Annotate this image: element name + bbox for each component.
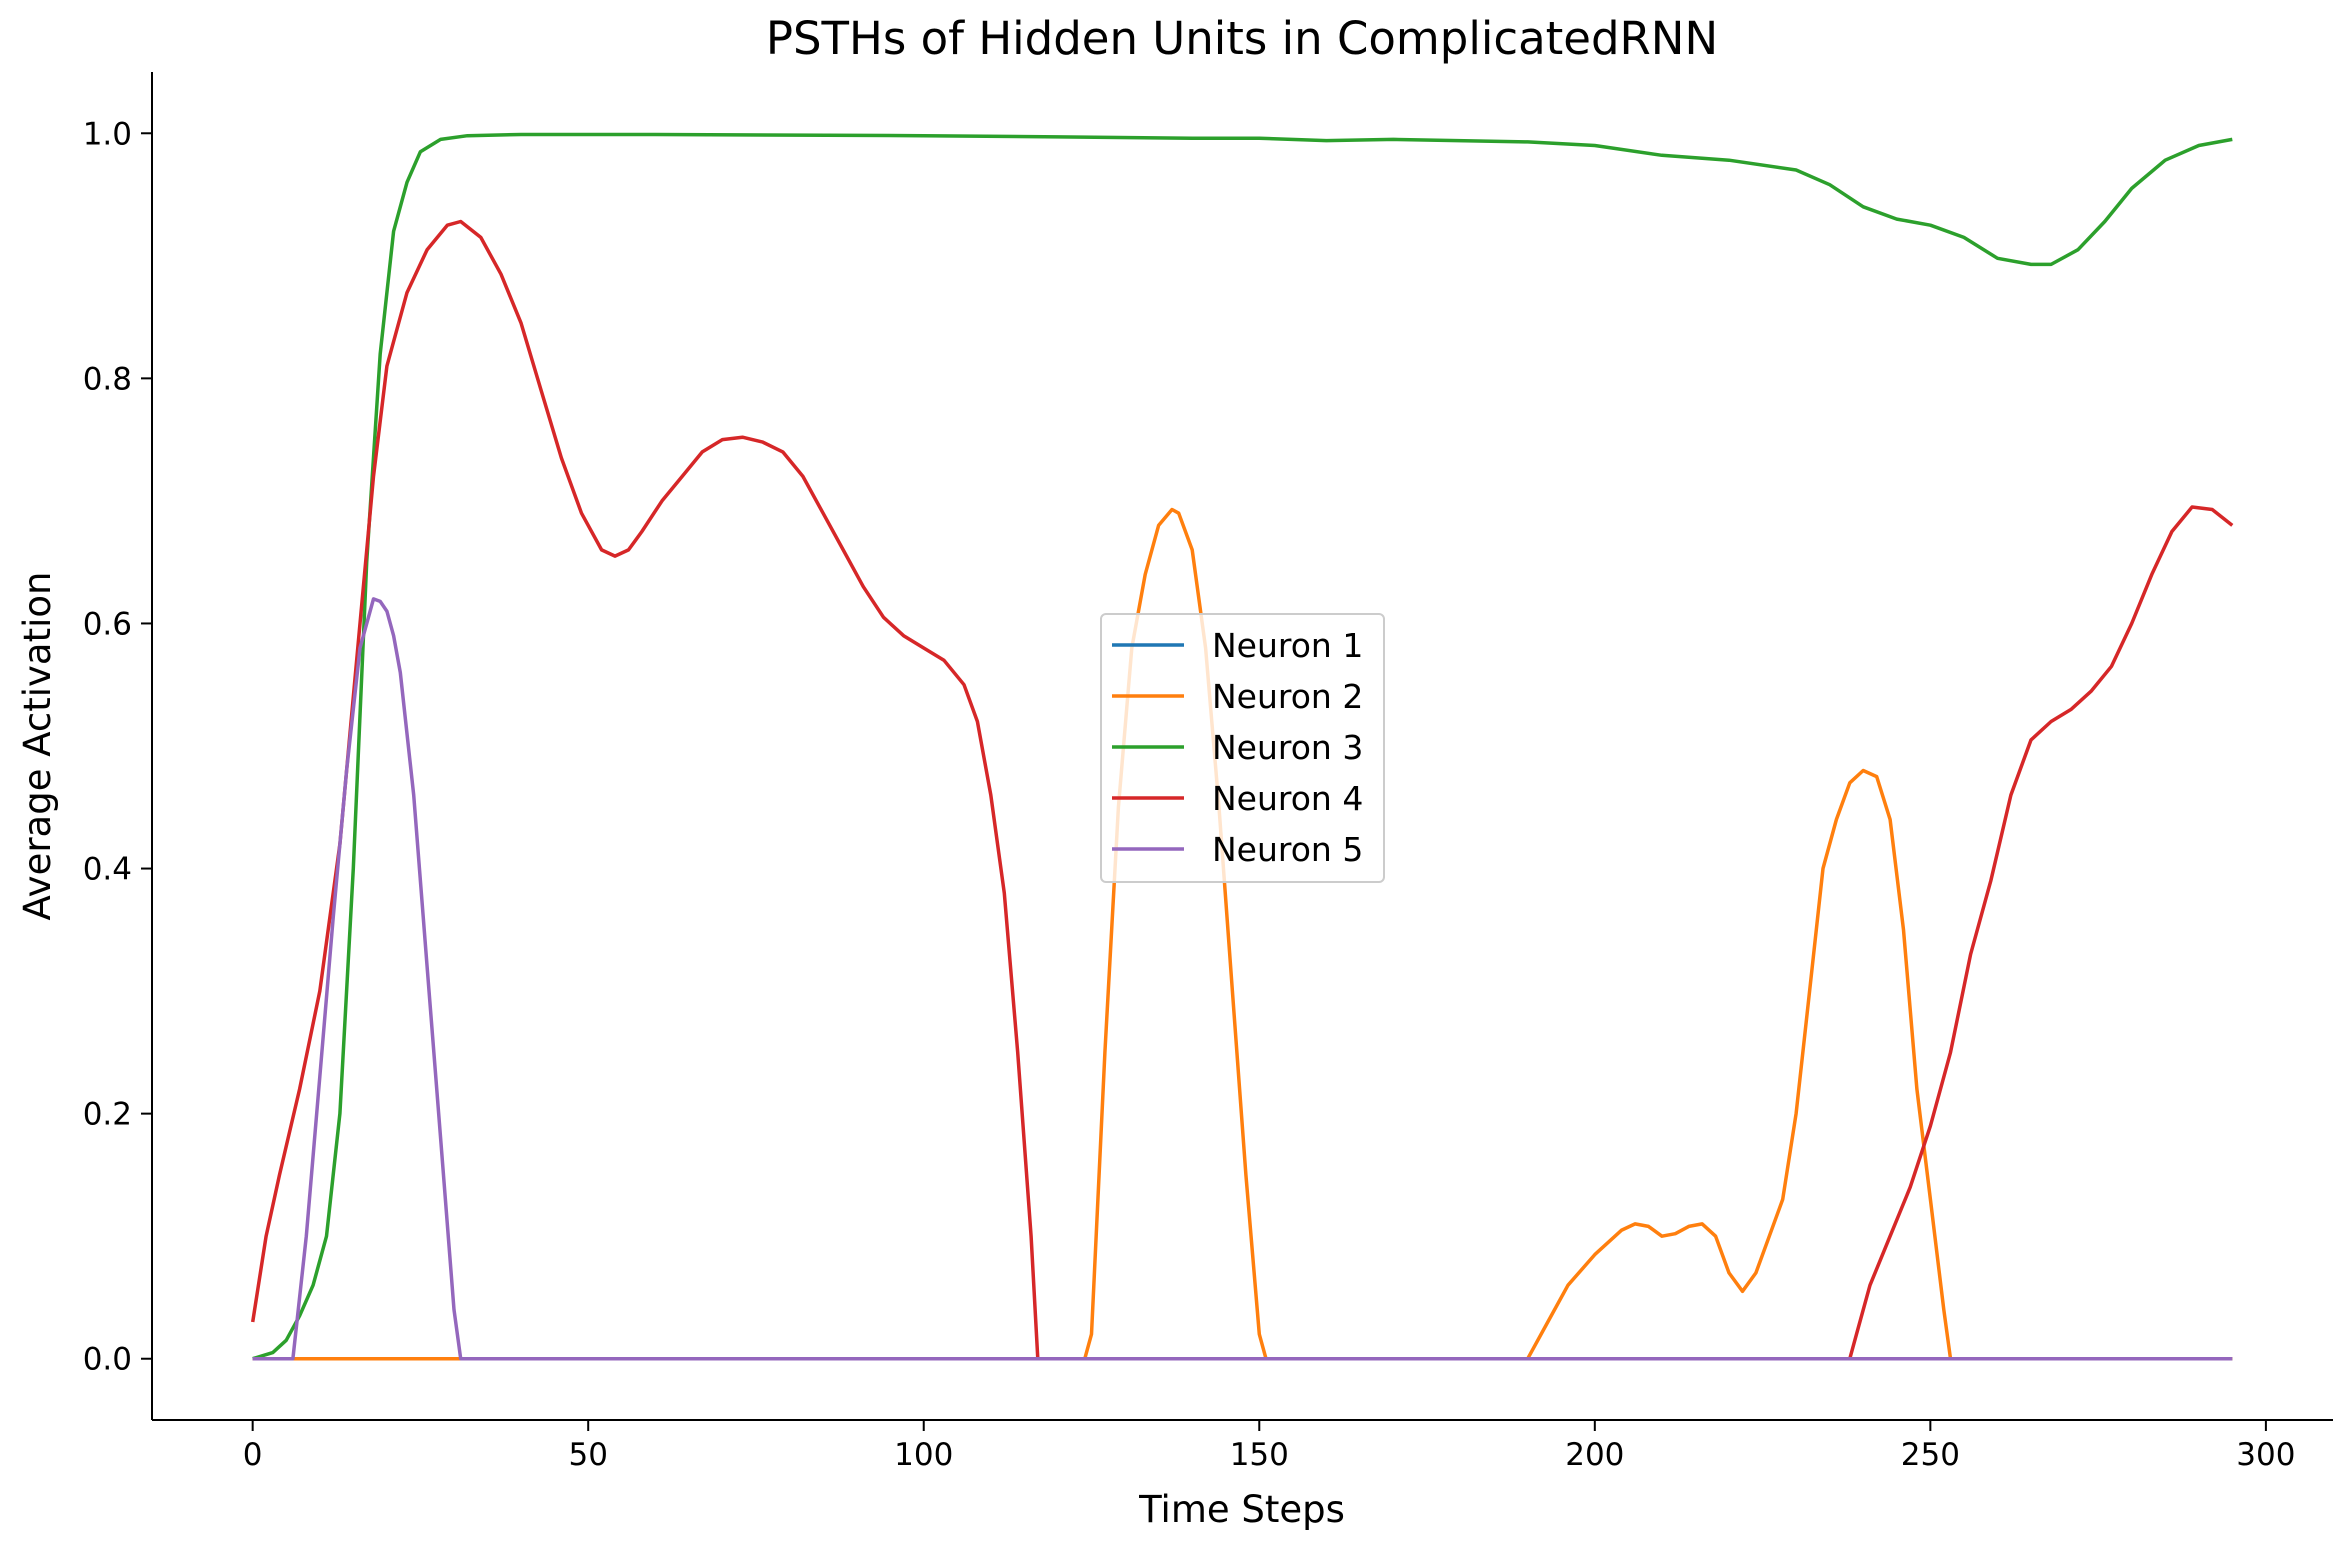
x-tick-label: 0 [243, 1437, 263, 1473]
x-axis-ticks: 0 50 100 150 200 250 300 [243, 1420, 2295, 1473]
x-tick-label: 100 [894, 1437, 953, 1473]
series-line-neuron-3 [252, 132, 2233, 1361]
chart-title: PSTHs of Hidden Units in ComplicatedRNN [766, 12, 1718, 65]
x-tick-label: 150 [1230, 1437, 1289, 1473]
y-tick-label: 0.8 [83, 361, 132, 397]
y-tick-label: 0.4 [83, 852, 132, 888]
x-tick-label: 300 [2236, 1437, 2295, 1473]
legend-items: Neuron 1 Neuron 2 Neuron 3 Neuron 4 Neuron 5 [1112, 626, 1363, 869]
y-axis-label: Average Activation [16, 572, 59, 921]
series-line-neuron-5 [252, 597, 2233, 1361]
plot-area [250, 132, 2234, 1361]
x-tick-label: 250 [1901, 1437, 1960, 1473]
y-tick-label: 0.2 [83, 1097, 132, 1133]
legend-label: Neuron 5 [1212, 830, 1363, 869]
y-tick-label: 0.6 [83, 606, 132, 642]
x-axis-label: Time Steps [1138, 1488, 1345, 1531]
series-layer [250, 132, 2234, 1361]
y-axis-ticks: 0.0 0.2 0.4 0.6 0.8 1.0 [83, 116, 152, 1378]
x-tick-label: 50 [568, 1437, 607, 1473]
legend-label: Neuron 4 [1212, 779, 1363, 818]
series-line-neuron-2 [252, 507, 2233, 1361]
legend-label: Neuron 2 [1212, 677, 1363, 716]
y-tick-label: 1.0 [83, 116, 132, 152]
legend-label: Neuron 3 [1212, 728, 1363, 767]
x-tick-label: 200 [1565, 1437, 1624, 1473]
legend-frame [1100, 613, 1385, 883]
series-line-neuron-4 [250, 219, 2234, 1361]
legend-label: Neuron 1 [1212, 626, 1363, 665]
y-tick-label: 0.0 [83, 1342, 132, 1378]
legend: Neuron 1 Neuron 2 Neuron 3 Neuron 4 Neuron 5 [1100, 613, 1385, 883]
